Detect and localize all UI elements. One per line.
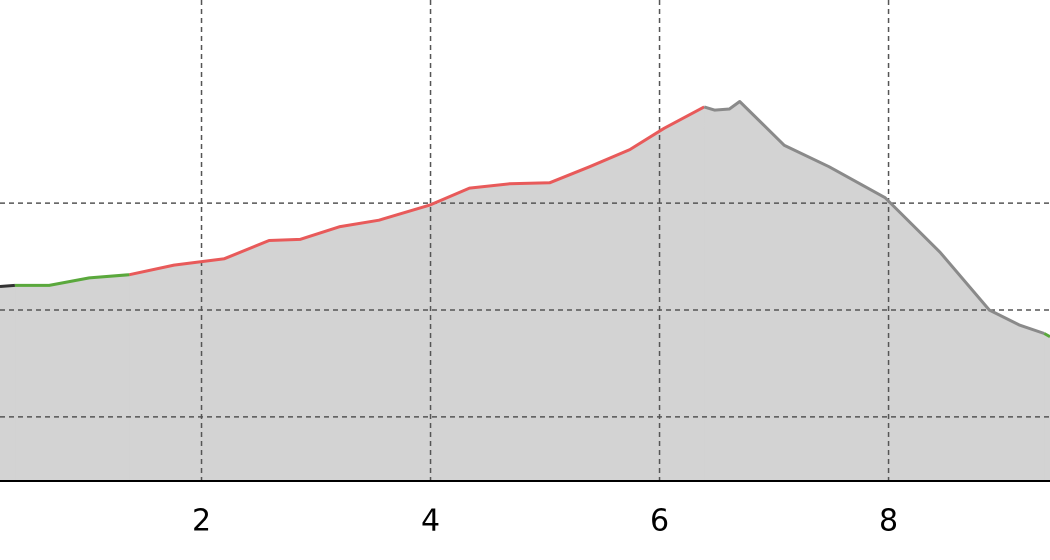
area-fill [1043,332,1050,482]
elevation-line [1043,332,1050,339]
x-tick-label: 4 [421,504,440,539]
elevation-line [0,283,16,288]
x-tick-label: 6 [650,504,669,539]
area-fill [703,100,1045,482]
x-tick-label: 8 [879,504,898,539]
elevation-line [14,273,130,287]
elevation-line [703,100,1045,335]
area-fill [0,284,16,482]
area-fill [14,274,130,482]
elevation-line [129,105,705,277]
area-fill [128,106,705,482]
x-tick-label: 2 [192,504,211,539]
